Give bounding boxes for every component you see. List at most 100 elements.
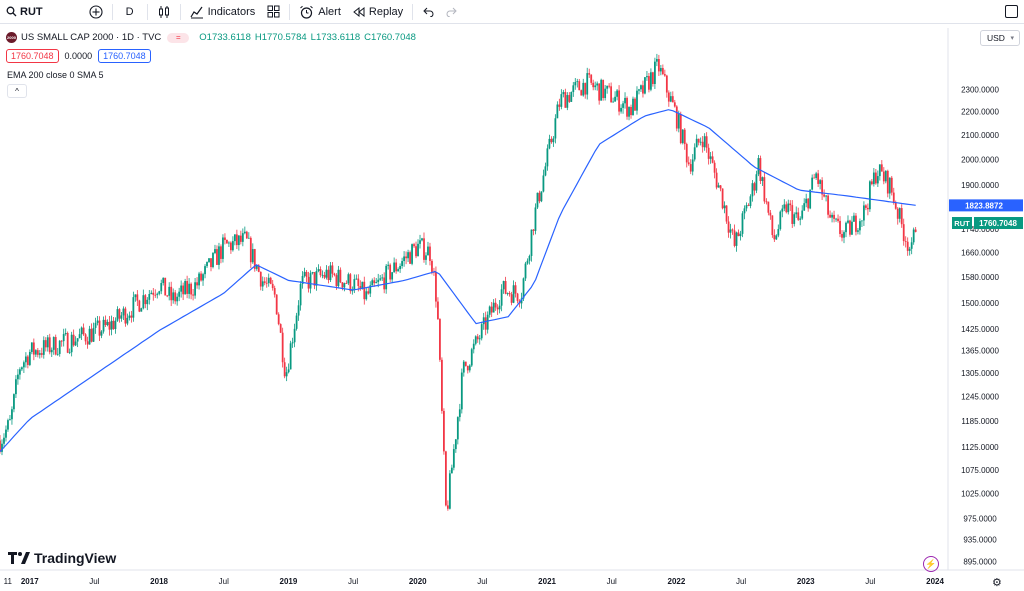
candle-body — [655, 59, 658, 62]
candle-body — [530, 229, 533, 256]
market-status-icon[interactable]: = — [167, 32, 190, 43]
candle-body — [880, 164, 883, 172]
candle-body — [610, 86, 613, 103]
candle-body — [835, 218, 837, 220]
candle-body — [906, 241, 909, 251]
candle-body — [261, 281, 264, 287]
candle-body — [251, 249, 254, 263]
candle-body — [705, 136, 708, 148]
indicators-button[interactable]: Indicators — [184, 0, 262, 24]
candle-body — [124, 308, 127, 324]
candle-body — [11, 409, 13, 420]
lightning-icon[interactable]: ⚡ — [923, 556, 939, 572]
candle-body — [361, 281, 364, 290]
candle-body — [765, 201, 768, 203]
candle-body — [482, 317, 485, 325]
candle-body — [757, 158, 760, 175]
candle-body — [399, 266, 402, 270]
candle-body — [652, 72, 654, 85]
candle-body — [667, 92, 670, 102]
candle-body — [679, 114, 682, 144]
indicator-legend[interactable]: EMA 200 close 0 SMA 5 — [7, 70, 104, 80]
candle-body — [15, 379, 17, 395]
y-tick-label: 1075.0000 — [961, 466, 999, 475]
y-tick-label: 2000.0000 — [961, 155, 999, 164]
candle-body — [56, 353, 59, 355]
candle-body — [152, 292, 155, 295]
candle-body — [697, 138, 700, 143]
candle-body — [709, 156, 712, 159]
candle-body — [787, 203, 790, 213]
candle-body — [17, 374, 19, 380]
candle-body — [162, 277, 165, 283]
candle-body — [150, 292, 153, 295]
candle-body — [568, 95, 571, 102]
fullscreen-icon[interactable] — [1005, 5, 1018, 18]
candle-body — [454, 439, 457, 450]
candle-body — [307, 276, 310, 289]
interval-button[interactable]: D — [125, 5, 134, 18]
candle-body — [50, 349, 53, 353]
candle-body — [644, 77, 646, 94]
candle-body — [337, 269, 340, 287]
candle-body — [914, 229, 917, 232]
sell-button[interactable]: 1760.7048 — [6, 49, 59, 63]
candle-body — [267, 277, 270, 284]
candle-body — [554, 118, 557, 139]
replay-button[interactable]: Replay — [347, 0, 409, 24]
candle-body — [327, 269, 330, 281]
candle-body — [36, 350, 39, 355]
compare-button[interactable] — [83, 0, 109, 24]
candle-body — [293, 328, 296, 343]
top-toolbar: RUT D Indicators Alert Replay — [0, 0, 1024, 24]
y-tick-label: 895.0000 — [963, 558, 997, 567]
currency-select[interactable]: USD — [980, 30, 1020, 46]
y-tick-label: 975.0000 — [963, 515, 997, 524]
y-tick-label: 1025.0000 — [961, 490, 999, 499]
candle-body — [26, 356, 29, 365]
x-tick-label: Jul — [865, 577, 875, 586]
chevron-up-icon[interactable]: ^ — [7, 84, 27, 98]
candle-body — [303, 271, 306, 276]
candle-body — [291, 342, 294, 344]
candle-body — [228, 242, 230, 244]
candle-body — [359, 286, 362, 290]
candle-body — [116, 309, 119, 321]
candle-body — [44, 340, 47, 348]
alert-button[interactable]: Alert — [293, 0, 347, 24]
candle-body — [106, 321, 109, 326]
candle-body — [807, 198, 810, 209]
candle-body — [230, 242, 232, 251]
candle-body — [857, 230, 859, 232]
candle-body — [120, 315, 123, 319]
price-tags: 1823.8872 RUT 1760.7048 — [949, 199, 1023, 230]
candle-body — [299, 284, 302, 306]
y-tick-label: 1580.0000 — [961, 273, 999, 282]
tradingview-logo[interactable]: TradingView — [8, 550, 116, 566]
indicators-label: Indicators — [207, 5, 256, 18]
candle-body — [196, 282, 198, 286]
chart-type-button[interactable] — [151, 0, 177, 24]
redo-button[interactable] — [440, 0, 464, 24]
candle-body — [731, 229, 734, 231]
ema-price-label: 1823.8872 — [965, 201, 1003, 210]
candle-body — [701, 141, 704, 148]
candle-body — [64, 332, 67, 335]
candle-body — [538, 192, 541, 202]
y-tick-label: 935.0000 — [963, 536, 997, 545]
last-price-label: 1760.7048 — [979, 219, 1017, 228]
candle-body — [735, 232, 738, 246]
buy-button[interactable]: 1760.7048 — [98, 49, 151, 63]
undo-button[interactable] — [416, 0, 440, 24]
gear-icon[interactable]: ⚙ — [992, 577, 1002, 589]
y-tick-label: 1740.0000 — [961, 225, 999, 234]
candle-body — [584, 82, 587, 95]
price-axis: 2300.0000 2200.0000 2100.0000 2000.0000 1900… — [947, 28, 999, 570]
candle-body — [586, 73, 589, 95]
candle-body — [634, 98, 636, 111]
x-tick-label: Jul — [477, 577, 487, 586]
candle-body — [614, 96, 616, 102]
symbol-search[interactable]: RUT — [0, 0, 49, 24]
templates-button[interactable] — [261, 0, 286, 24]
